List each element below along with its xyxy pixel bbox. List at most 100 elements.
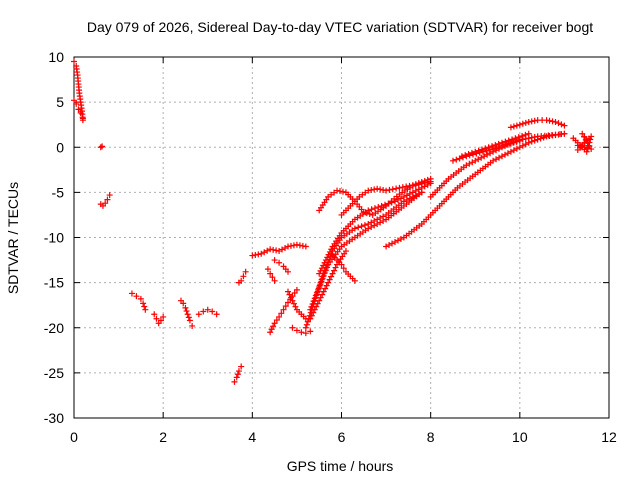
y-tick-label: -25 bbox=[44, 365, 64, 381]
data-point bbox=[377, 186, 384, 193]
data-point bbox=[304, 318, 311, 325]
data-point bbox=[71, 58, 77, 65]
data-point bbox=[552, 118, 559, 125]
data-point bbox=[406, 182, 413, 189]
data-point bbox=[319, 291, 326, 298]
data-point bbox=[313, 289, 320, 296]
data-point bbox=[355, 224, 362, 231]
data-point bbox=[310, 309, 317, 316]
series-arc-0.6 bbox=[97, 143, 106, 151]
data-point bbox=[515, 134, 522, 141]
data-point bbox=[292, 303, 299, 310]
data-point bbox=[513, 122, 520, 129]
data-point bbox=[363, 210, 370, 217]
data-point bbox=[393, 185, 400, 192]
x-tick-label: 2 bbox=[159, 429, 167, 445]
data-point bbox=[97, 144, 104, 151]
series-arc-2.5 bbox=[178, 297, 196, 329]
data-point bbox=[307, 315, 314, 322]
axis-ticks: 0 2 4 6 8 10 12 10 5 0 -5 -10 -15 -20 -25 -30 bbox=[44, 49, 617, 445]
data-point bbox=[320, 272, 327, 279]
data-point bbox=[581, 133, 588, 140]
data-point bbox=[525, 130, 532, 137]
data-point bbox=[71, 97, 77, 104]
data-point bbox=[240, 273, 247, 280]
series-arc-4.4 bbox=[264, 266, 278, 284]
data-point bbox=[555, 120, 562, 127]
data-point bbox=[133, 293, 140, 300]
data-point bbox=[499, 139, 505, 146]
data-point bbox=[308, 312, 315, 319]
data-point bbox=[374, 185, 381, 192]
data-point bbox=[396, 184, 403, 191]
data-point bbox=[325, 279, 332, 286]
data-point bbox=[233, 374, 240, 381]
series-arc-5.1 bbox=[289, 324, 314, 337]
series-arc-peak bbox=[507, 117, 568, 131]
data-point bbox=[307, 328, 314, 335]
data-point bbox=[142, 306, 149, 313]
data-point bbox=[286, 291, 293, 298]
data-point bbox=[531, 134, 538, 141]
data-point bbox=[160, 313, 167, 320]
data-point bbox=[293, 286, 300, 293]
data-point bbox=[302, 243, 309, 250]
data-point bbox=[235, 368, 242, 375]
data-point bbox=[309, 301, 316, 308]
data-point bbox=[238, 363, 245, 370]
data-point bbox=[287, 294, 294, 301]
data-point bbox=[318, 265, 325, 272]
data-point bbox=[509, 136, 516, 143]
data-point bbox=[558, 121, 565, 128]
data-point bbox=[242, 268, 249, 275]
data-point bbox=[290, 242, 297, 249]
series-arc-3.0 bbox=[195, 306, 220, 318]
data-point bbox=[316, 284, 323, 291]
data-point bbox=[324, 254, 331, 261]
data-point bbox=[326, 276, 333, 283]
data-point bbox=[331, 267, 338, 274]
data-point bbox=[296, 242, 303, 249]
data-point bbox=[328, 246, 335, 253]
data-point bbox=[285, 288, 291, 295]
data-point bbox=[519, 132, 526, 139]
data-point bbox=[337, 188, 344, 195]
data-point bbox=[104, 196, 111, 203]
series-arc-low-rise bbox=[307, 248, 349, 322]
series-arc-end bbox=[570, 130, 595, 155]
data-point bbox=[311, 295, 318, 302]
y-tick-label: -15 bbox=[44, 275, 64, 291]
data-point bbox=[324, 264, 331, 271]
data-point bbox=[269, 274, 276, 281]
data-point bbox=[315, 286, 322, 293]
data-point bbox=[486, 146, 493, 153]
data-point bbox=[325, 251, 332, 258]
data-point bbox=[183, 308, 190, 315]
data-point bbox=[360, 209, 367, 216]
data-point bbox=[506, 140, 513, 147]
data-point bbox=[322, 257, 329, 264]
data-point bbox=[291, 290, 298, 297]
data-point bbox=[368, 206, 375, 213]
x-axis-label: GPS time / hours bbox=[287, 458, 394, 474]
data-point bbox=[409, 182, 416, 189]
data-marks bbox=[71, 58, 595, 385]
y-tick-label: 10 bbox=[48, 49, 64, 65]
data-point bbox=[213, 311, 220, 318]
x-tick-label: 4 bbox=[248, 429, 256, 445]
data-point bbox=[365, 187, 372, 194]
data-point bbox=[366, 211, 373, 218]
data-point bbox=[321, 259, 328, 266]
data-point bbox=[267, 329, 274, 336]
data-point bbox=[468, 149, 475, 156]
data-point bbox=[320, 262, 327, 269]
data-point bbox=[465, 151, 472, 158]
data-point bbox=[249, 252, 256, 259]
data-point bbox=[528, 118, 535, 125]
data-point bbox=[503, 141, 510, 148]
data-point bbox=[278, 310, 285, 317]
data-point bbox=[361, 222, 368, 229]
series-arc-3.7 bbox=[231, 363, 245, 385]
data-point bbox=[342, 248, 349, 255]
data-point bbox=[449, 157, 456, 164]
